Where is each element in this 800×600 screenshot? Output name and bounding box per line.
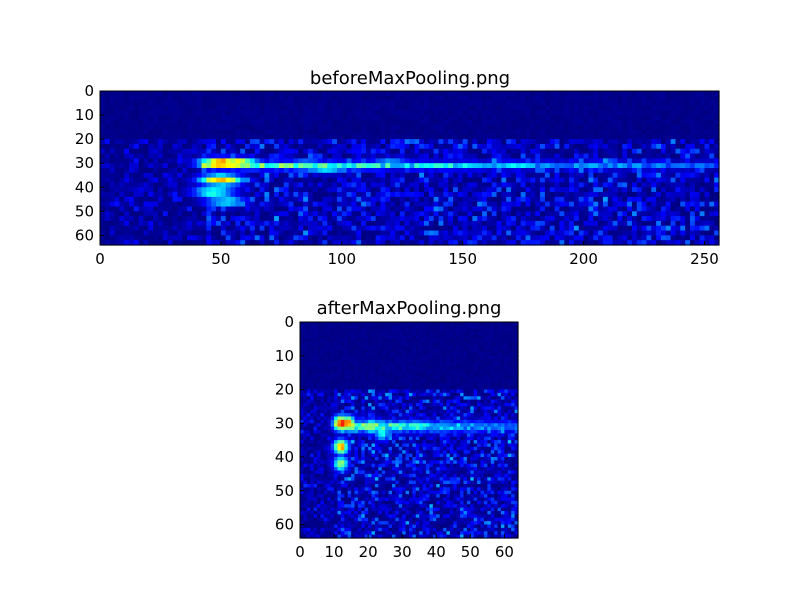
heatmap-after: afterMaxPooling.png 0 10 20 30 40 50 600102030…: [275, 298, 519, 561]
x-tick-label: 50: [461, 543, 480, 561]
x-tick-label: 250: [690, 250, 719, 268]
x-tick-label: 50: [211, 250, 230, 268]
chart-title-before: beforeMaxPooling.png: [310, 68, 510, 89]
y-tick-label: 60: [275, 516, 294, 534]
y-tick-label: 20: [275, 381, 294, 399]
x-tick-label: 40: [427, 543, 446, 561]
x-tick-label: 0: [95, 250, 105, 268]
heatmap-before: beforeMaxPooling.png 0 50 100 150 200 250 0 10 2…: [75, 68, 720, 268]
x-tick-label: 150: [448, 250, 477, 268]
y-tick-label: 10: [75, 106, 94, 124]
axes-frame-after: [299, 321, 519, 539]
axes-frame-before: [99, 90, 720, 246]
y-tick-label: 30: [75, 154, 94, 172]
x-tick-label: 100: [327, 250, 356, 268]
y-tick-label: 40: [275, 448, 294, 466]
y-tick-label: 50: [75, 202, 94, 220]
y-tick-label: 30: [275, 414, 294, 432]
y-tick-label: 50: [275, 482, 294, 500]
x-tick-label: 30: [393, 543, 412, 561]
y-tick-label: 20: [75, 130, 94, 148]
y-tick-label: 60: [75, 226, 94, 244]
y-tick-label: 0: [284, 313, 294, 331]
heatmap-cells-after: [300, 322, 519, 539]
x-tick-label: 60: [495, 543, 514, 561]
x-tick-label: 10: [325, 543, 344, 561]
x-tick-label: 200: [569, 250, 598, 268]
chart-title-after: afterMaxPooling.png: [317, 298, 502, 319]
x-tick-label: 0: [295, 543, 305, 561]
tick-labels-before: 0 50 100 150 200 250 0 10 20 30 40 50 60: [75, 82, 719, 268]
y-tick-label: 10: [275, 347, 294, 365]
y-tick-label: 40: [75, 178, 94, 196]
x-tick-label: 20: [359, 543, 378, 561]
y-tick-label: 0: [84, 82, 94, 100]
heatmap-cells-before: [100, 91, 720, 246]
